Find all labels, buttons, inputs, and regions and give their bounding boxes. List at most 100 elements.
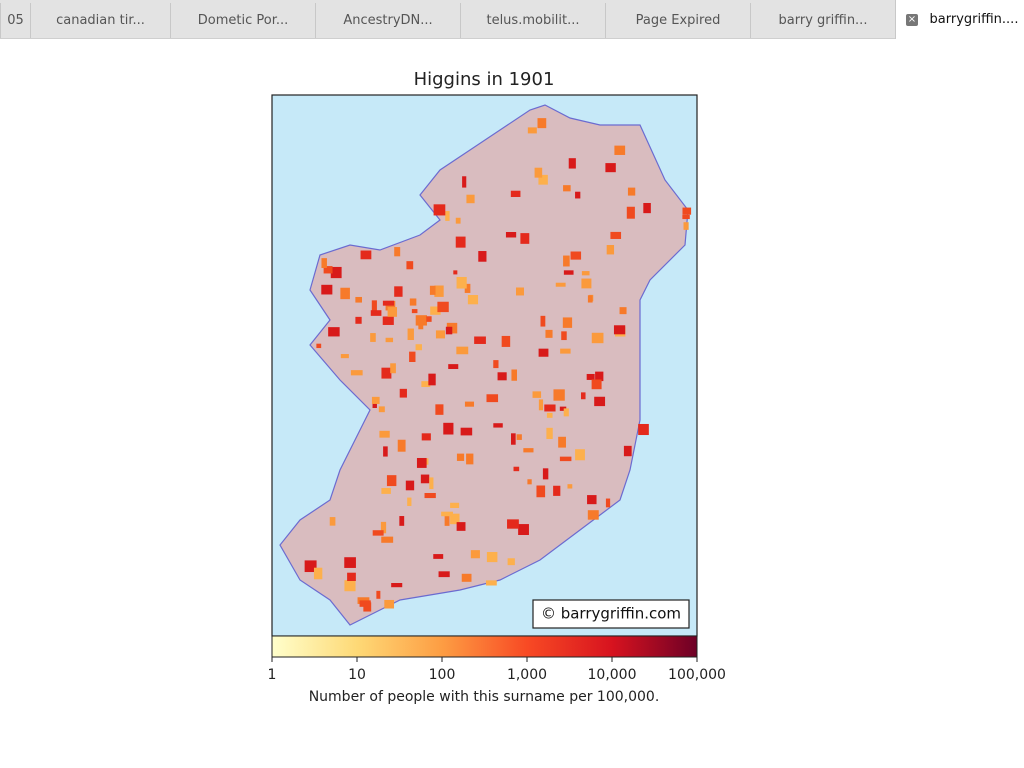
tab[interactable]: telus.mobilit... bbox=[460, 3, 605, 38]
patch bbox=[316, 343, 322, 349]
patch bbox=[474, 336, 486, 344]
patch bbox=[538, 399, 544, 411]
patch bbox=[591, 379, 602, 390]
patch bbox=[627, 187, 636, 196]
patch bbox=[409, 351, 416, 362]
patch bbox=[384, 599, 395, 609]
patch bbox=[638, 423, 649, 436]
patch bbox=[555, 282, 566, 287]
patch bbox=[466, 194, 475, 204]
map-title: Higgins in 1901 bbox=[414, 69, 555, 90]
patch bbox=[399, 516, 405, 526]
patch bbox=[613, 325, 626, 335]
patch bbox=[505, 232, 517, 238]
tab[interactable]: Dometic Por... bbox=[170, 3, 315, 38]
patch bbox=[445, 326, 453, 335]
tab[interactable]: AncestryDN... bbox=[315, 3, 460, 38]
patch bbox=[461, 573, 472, 582]
patch bbox=[575, 191, 581, 199]
patch bbox=[546, 412, 553, 418]
patch bbox=[456, 276, 467, 289]
close-tab[interactable]: × bbox=[906, 14, 918, 26]
patch bbox=[464, 401, 475, 407]
patch bbox=[570, 251, 582, 260]
patch bbox=[453, 270, 458, 275]
patch bbox=[383, 446, 388, 457]
colorbar-tick-label: 1,000 bbox=[507, 667, 547, 683]
patch bbox=[587, 510, 599, 520]
patch bbox=[340, 354, 349, 359]
patch bbox=[418, 321, 424, 330]
patch bbox=[493, 423, 503, 428]
patch bbox=[328, 327, 340, 337]
patch bbox=[445, 211, 450, 221]
tab[interactable]: × barrygriffin.... bbox=[895, 0, 1024, 39]
patch bbox=[466, 453, 474, 465]
patch bbox=[321, 284, 333, 295]
patch bbox=[536, 485, 546, 498]
patch bbox=[304, 560, 317, 573]
patch bbox=[433, 204, 446, 216]
tab[interactable]: Page Expired bbox=[605, 3, 750, 38]
patch bbox=[407, 328, 414, 341]
patch bbox=[594, 396, 606, 407]
credit-box bbox=[532, 599, 690, 629]
patch bbox=[386, 475, 397, 487]
density-patches bbox=[304, 118, 692, 612]
patch bbox=[355, 316, 362, 324]
patch bbox=[382, 316, 394, 325]
patch bbox=[381, 536, 394, 543]
tab[interactable]: 05 bbox=[0, 3, 30, 38]
patch bbox=[511, 433, 516, 445]
patch bbox=[561, 331, 567, 341]
colorbar-tick-label: 1 bbox=[268, 667, 277, 683]
patch bbox=[430, 306, 441, 315]
patch bbox=[381, 487, 391, 494]
patch bbox=[559, 406, 567, 411]
patch bbox=[563, 408, 569, 417]
patch bbox=[437, 301, 449, 313]
patch bbox=[559, 456, 572, 462]
patch bbox=[486, 394, 499, 403]
patch bbox=[523, 448, 534, 453]
patch bbox=[486, 552, 498, 563]
patch bbox=[363, 602, 372, 612]
patch bbox=[586, 373, 595, 380]
colorbar-ticks: 1 10 100 1,000 10,000 100,000 bbox=[268, 657, 726, 683]
patch bbox=[520, 233, 530, 244]
island bbox=[279, 104, 689, 626]
patch bbox=[370, 310, 382, 316]
patch bbox=[355, 296, 362, 303]
patch bbox=[546, 427, 553, 440]
tab-title: barrygriffin.... bbox=[929, 12, 1019, 27]
patch bbox=[510, 190, 521, 197]
patch bbox=[435, 330, 446, 339]
patch bbox=[434, 285, 444, 297]
patch bbox=[344, 557, 356, 568]
patch bbox=[591, 332, 604, 344]
patch bbox=[545, 329, 553, 338]
patch bbox=[507, 558, 515, 566]
patch bbox=[682, 207, 692, 215]
patch bbox=[329, 517, 336, 526]
patch bbox=[387, 307, 398, 317]
patch bbox=[323, 266, 333, 274]
patch bbox=[614, 145, 626, 155]
patch bbox=[394, 286, 403, 297]
patch bbox=[581, 271, 590, 276]
patch bbox=[441, 511, 453, 517]
patch bbox=[516, 287, 524, 296]
tab-bar: 05 canadian tir... Dometic Por... AncestryD… bbox=[0, 0, 1024, 39]
patch bbox=[415, 315, 427, 326]
patch bbox=[429, 285, 436, 295]
colorbar-label: Number of people with this surname per 1… bbox=[309, 689, 660, 705]
patch bbox=[382, 300, 395, 306]
patch bbox=[606, 245, 615, 255]
tab[interactable]: barry griffin... bbox=[750, 3, 895, 38]
patch bbox=[456, 453, 465, 461]
tab-title: 05 bbox=[7, 13, 24, 28]
patch bbox=[553, 389, 565, 401]
patch bbox=[682, 214, 690, 220]
tab[interactable]: canadian tir... bbox=[30, 3, 170, 38]
